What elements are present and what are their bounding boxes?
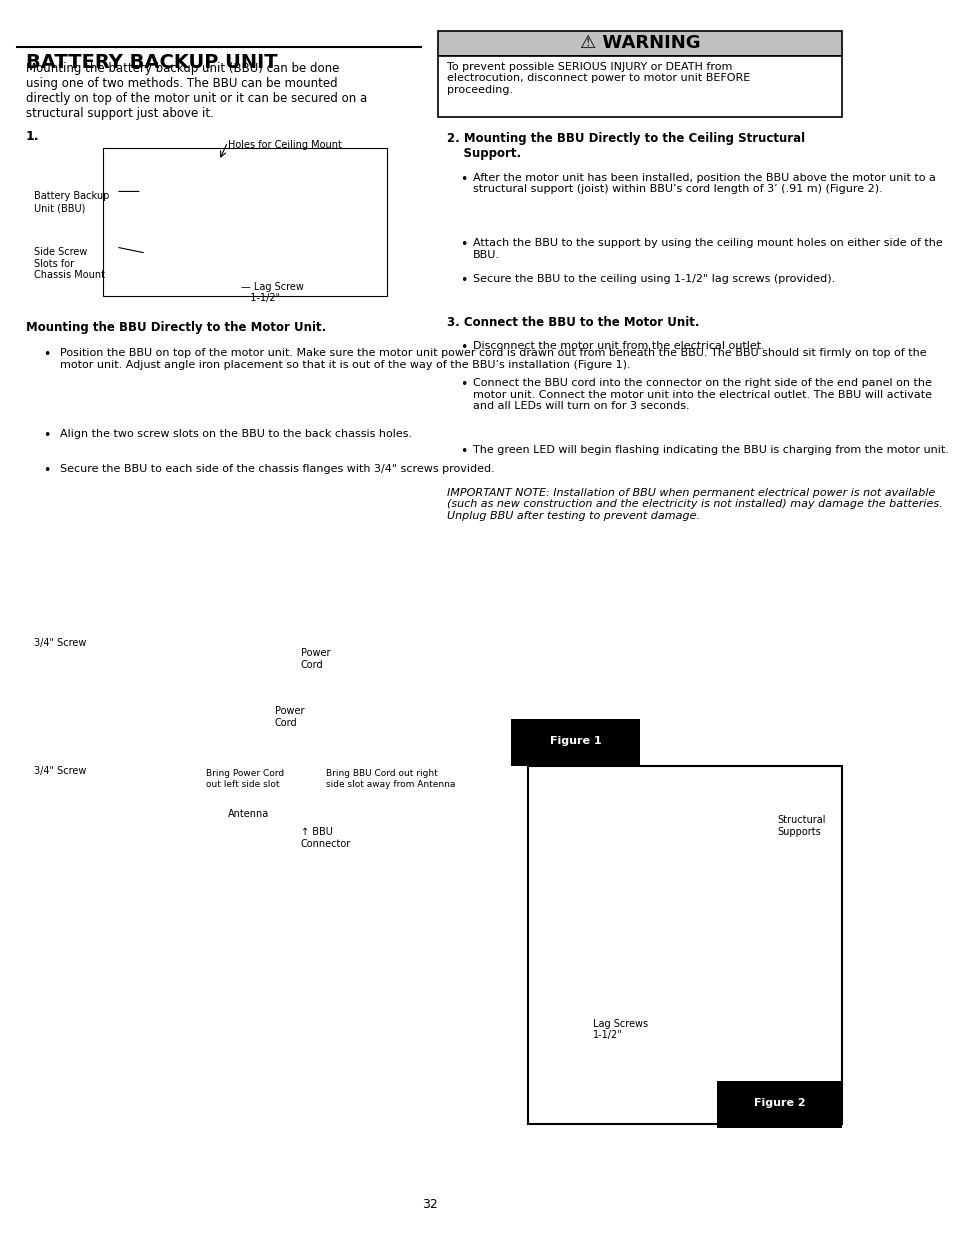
Text: Antenna: Antenna: [228, 809, 269, 819]
Text: Secure the BBU to the ceiling using 1-1/2" lag screws (provided).: Secure the BBU to the ceiling using 1-1/…: [472, 274, 834, 284]
FancyBboxPatch shape: [511, 719, 639, 766]
Text: •: •: [459, 378, 467, 391]
Text: Attach the BBU to the support by using the ceiling mount holes on either side of: Attach the BBU to the support by using t…: [472, 238, 942, 259]
FancyBboxPatch shape: [528, 766, 841, 1124]
Text: Figure 2: Figure 2: [754, 1098, 805, 1108]
Text: •: •: [43, 348, 51, 362]
Text: To prevent possible SERIOUS INJURY or DEATH from
electrocution, disconnect power: To prevent possible SERIOUS INJURY or DE…: [446, 62, 749, 95]
Text: Connect the BBU cord into the connector on the right side of the end panel on th: Connect the BBU cord into the connector …: [472, 378, 930, 411]
Text: •: •: [459, 445, 467, 458]
Text: — Lag Screw
   1-1/2": — Lag Screw 1-1/2": [240, 282, 303, 303]
FancyBboxPatch shape: [437, 56, 841, 117]
Text: Side Screw
Slots for
Chassis Mount: Side Screw Slots for Chassis Mount: [34, 247, 105, 280]
Text: BATTERY BACKUP UNIT: BATTERY BACKUP UNIT: [26, 53, 277, 72]
FancyBboxPatch shape: [0, 642, 549, 1136]
Text: •: •: [459, 173, 467, 186]
Text: Position the BBU on top of the motor unit. Make sure the motor unit power cord i: Position the BBU on top of the motor uni…: [60, 348, 925, 369]
FancyBboxPatch shape: [437, 31, 841, 56]
Text: •: •: [459, 274, 467, 288]
Text: IMPORTANT NOTE: Installation of BBU when permanent electrical power is not avail: IMPORTANT NOTE: Installation of BBU when…: [446, 488, 942, 521]
Text: ⚠ WARNING: ⚠ WARNING: [579, 35, 700, 52]
Text: Disconnect the motor unit from the electrical outlet.: Disconnect the motor unit from the elect…: [472, 341, 763, 351]
Text: Power
Cord: Power Cord: [300, 648, 330, 669]
Text: Bring BBU Cord out right
side slot away from Antenna: Bring BBU Cord out right side slot away …: [326, 769, 456, 789]
Text: 32: 32: [421, 1198, 437, 1210]
Text: Battery Backup
Unit (BBU): Battery Backup Unit (BBU): [34, 191, 110, 212]
Text: Figure 1: Figure 1: [549, 736, 600, 746]
Text: 3/4" Screw: 3/4" Screw: [34, 638, 87, 648]
Text: •: •: [43, 429, 51, 442]
Text: Align the two screw slots on the BBU to the back chassis holes.: Align the two screw slots on the BBU to …: [60, 429, 412, 438]
Text: Mounting the battery backup unit (BBU) can be done
using one of two methods. The: Mounting the battery backup unit (BBU) c…: [26, 62, 367, 120]
Text: 2. Mounting the BBU Directly to the Ceiling Structural
    Support.: 2. Mounting the BBU Directly to the Ceil…: [446, 132, 804, 161]
Text: Power
Cord: Power Cord: [274, 706, 304, 727]
Text: •: •: [459, 238, 467, 252]
FancyBboxPatch shape: [717, 1081, 841, 1128]
Text: ↑ BBU
Connector: ↑ BBU Connector: [300, 827, 351, 848]
Text: Secure the BBU to each side of the chassis flanges with 3/4" screws provided.: Secure the BBU to each side of the chass…: [60, 464, 495, 474]
Text: •: •: [43, 464, 51, 478]
Text: •: •: [459, 341, 467, 354]
Text: Structural
Supports: Structural Supports: [777, 815, 825, 836]
Text: Holes for Ceiling Mount: Holes for Ceiling Mount: [228, 140, 341, 149]
Text: Mounting the BBU Directly to the Motor Unit.: Mounting the BBU Directly to the Motor U…: [26, 321, 326, 335]
Text: After the motor unit has been installed, position the BBU above the motor unit t: After the motor unit has been installed,…: [472, 173, 935, 194]
Text: Lag Screws
1-1/2": Lag Screws 1-1/2": [592, 1019, 647, 1040]
FancyBboxPatch shape: [103, 148, 386, 296]
Text: 3/4" Screw: 3/4" Screw: [34, 766, 87, 776]
Text: 1.: 1.: [26, 130, 39, 143]
Text: 3. Connect the BBU to the Motor Unit.: 3. Connect the BBU to the Motor Unit.: [446, 316, 699, 330]
Text: The green LED will begin flashing indicating the BBU is charging from the motor : The green LED will begin flashing indica…: [472, 445, 947, 454]
Text: Bring Power Cord
out left side slot: Bring Power Cord out left side slot: [206, 769, 284, 789]
